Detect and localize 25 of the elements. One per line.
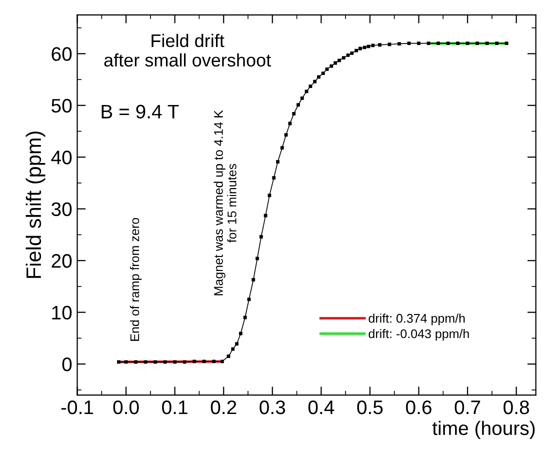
annotation: Magnet was warmed up to 4.14 K for 15 minutes [214, 110, 236, 296]
y-axis-title: Field shift (ppm) [26, 132, 46, 278]
y-tick-label: 60 [52, 47, 72, 61]
annotation: B = 9.4 T [102, 104, 179, 119]
legend-label: drift: 0.374 ppm/h [368, 314, 465, 326]
x-tick-label: 0.7 [454, 400, 480, 414]
x-tick-label: 0.3 [260, 400, 286, 414]
x-tick-label: 0.6 [406, 400, 432, 414]
x-tick-label: 0.1 [162, 400, 188, 414]
y-tick-label: 50 [52, 98, 72, 113]
y-tick-label: 40 [51, 150, 72, 164]
x-tick-label: 0.0 [113, 400, 139, 414]
x-axis-title: time (hours) [432, 420, 535, 439]
annotation: Field drift after small overshoot [104, 34, 271, 67]
x-tick-label: 0.4 [308, 400, 334, 414]
x-tick-label: 0.2 [210, 400, 236, 414]
y-tick-label: 10 [52, 306, 72, 320]
x-tick-label: -0.1 [61, 400, 94, 414]
x-tick-label: 0.5 [357, 400, 383, 414]
y-tick-label: 30 [52, 202, 72, 216]
legend-label: drift: -0.043 ppm/h [368, 329, 469, 341]
y-tick-label: 0 [62, 358, 72, 372]
y-tick-label: 20 [52, 254, 72, 268]
annotation: End of ramp from zero [130, 218, 142, 341]
x-tick-label: 0.8 [504, 400, 529, 414]
